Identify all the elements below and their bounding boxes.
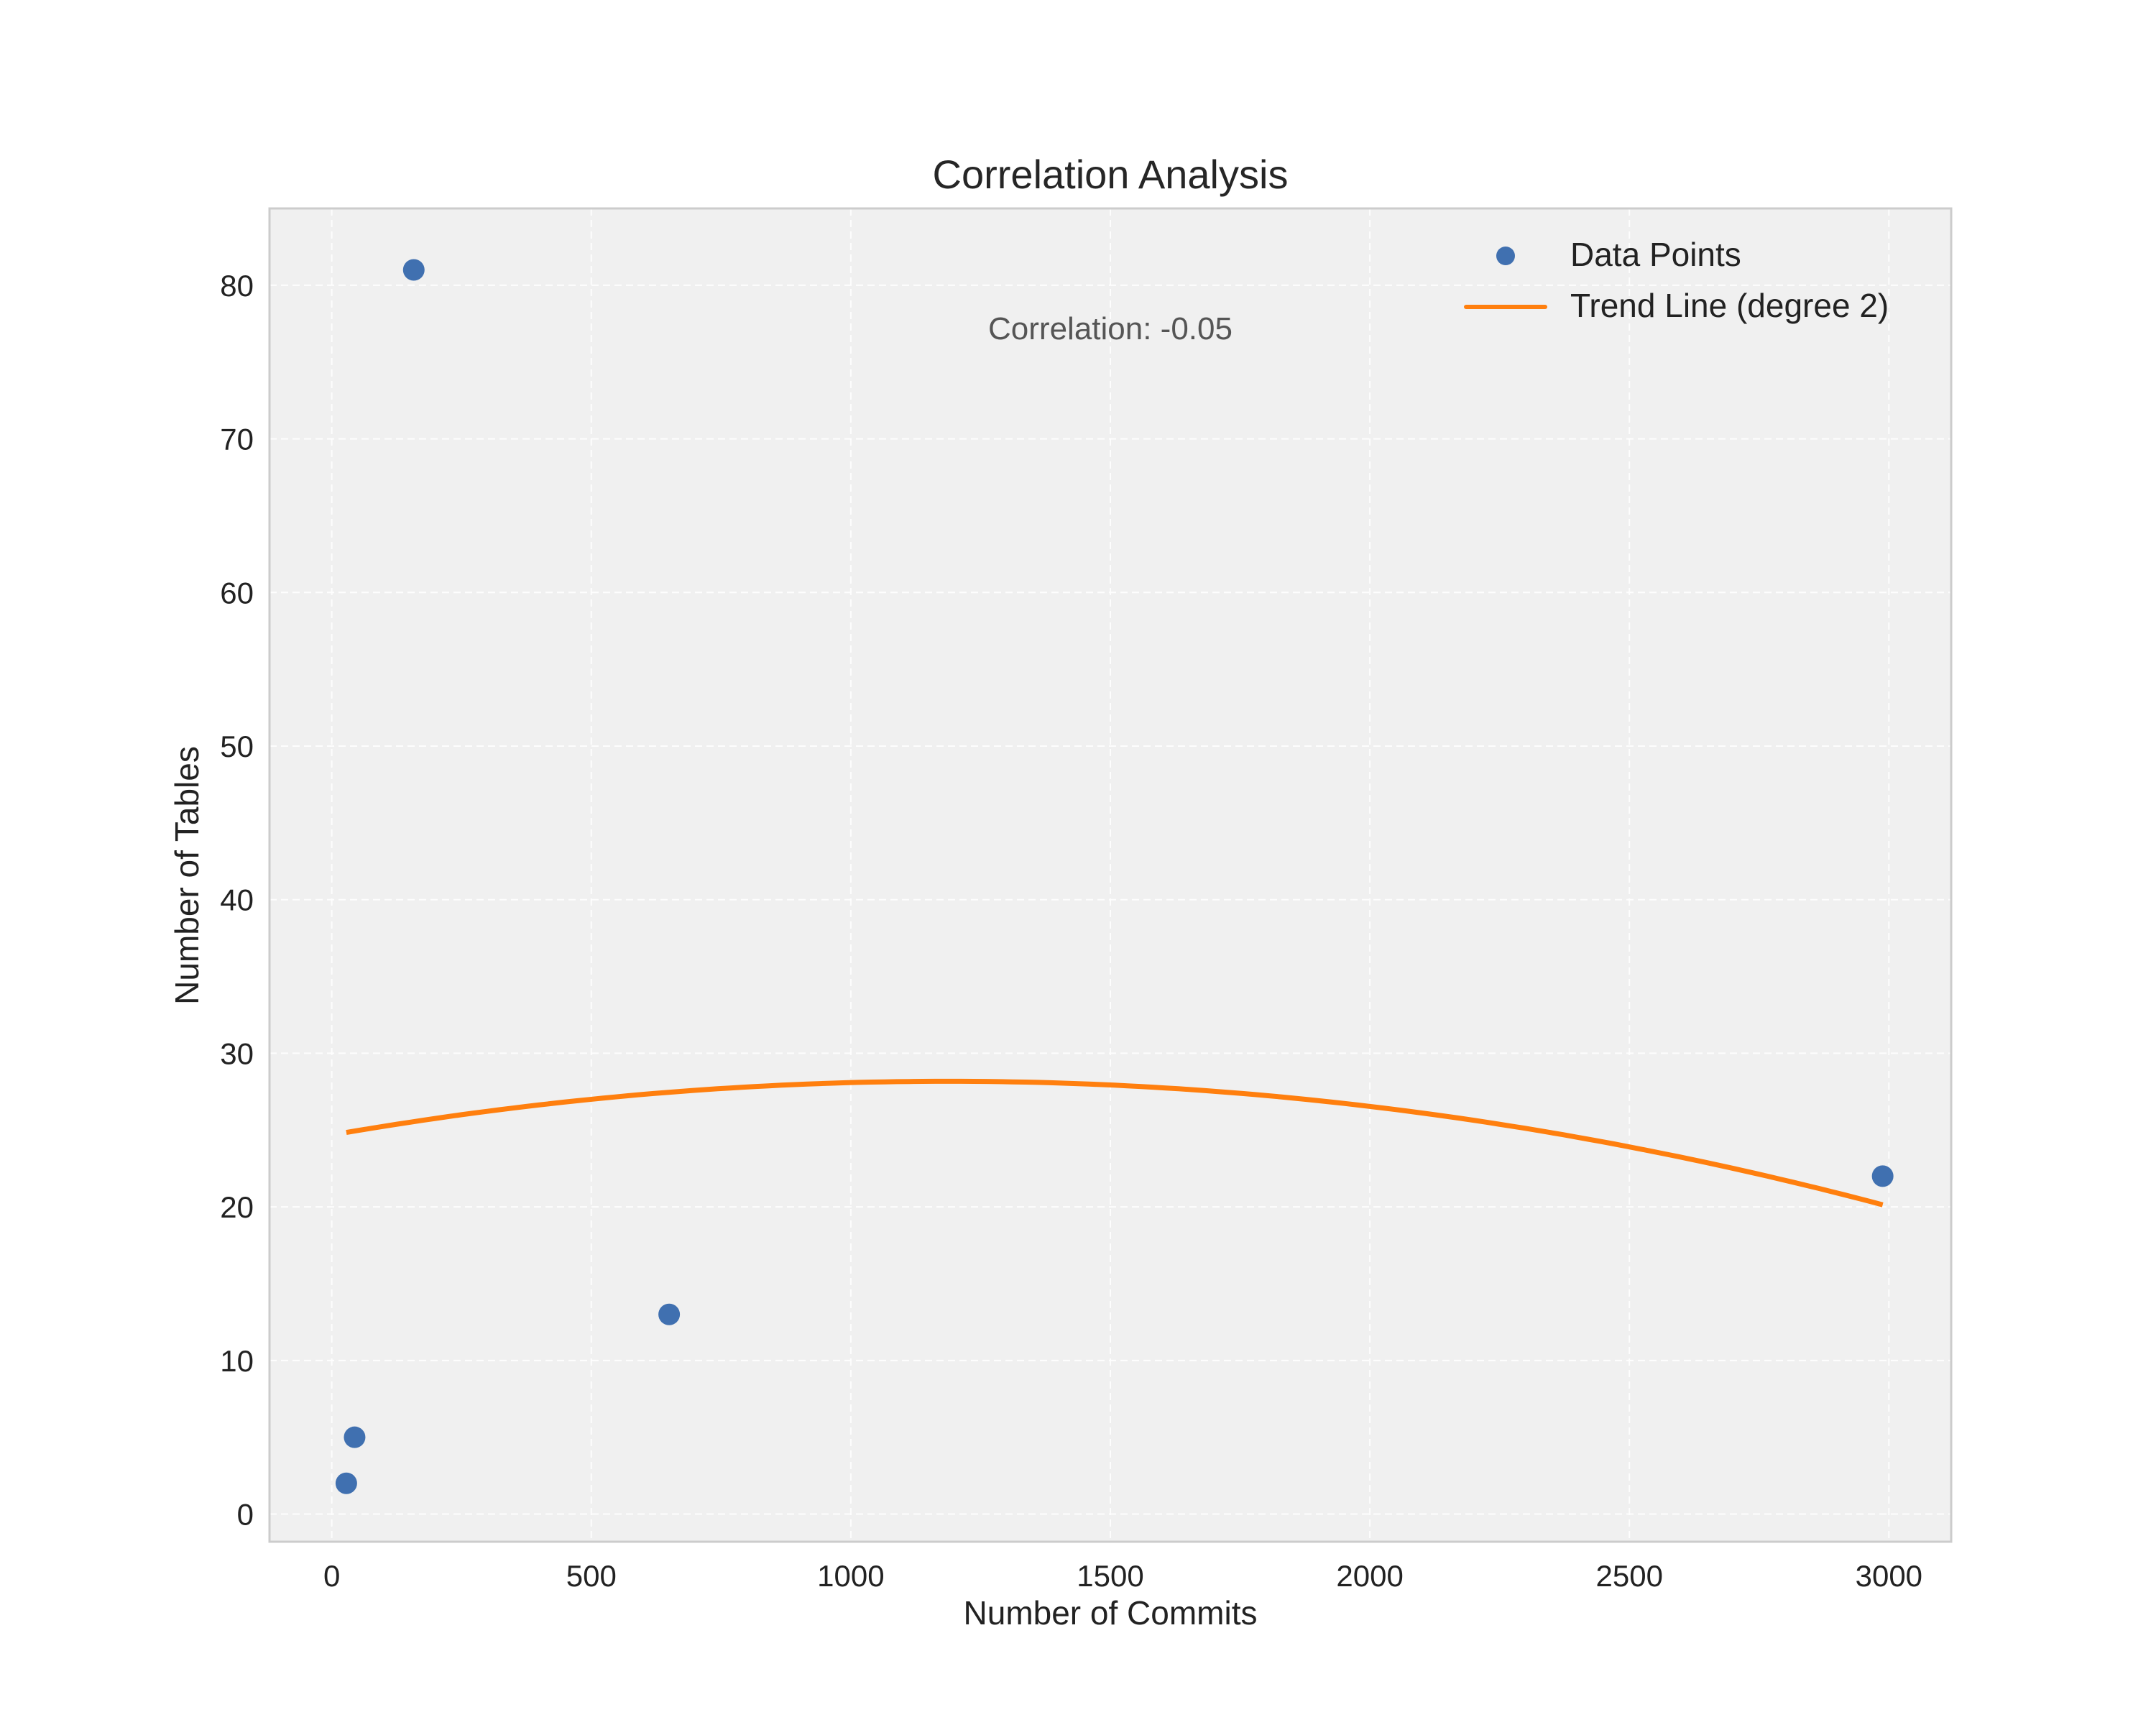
chart-title: Correlation Analysis <box>933 152 1289 197</box>
x-tick-label: 1500 <box>1077 1559 1143 1593</box>
grid <box>270 208 1951 1542</box>
data-point <box>658 1303 681 1325</box>
trend-layer <box>346 1078 1884 1208</box>
x-tick-label: 1000 <box>817 1559 884 1593</box>
x-tick-label: 500 <box>566 1559 617 1593</box>
legend: Data Points Trend Line (degree 2) <box>1464 236 1889 324</box>
data-point <box>335 1472 357 1494</box>
trend-line <box>346 1078 1884 1208</box>
points-layer <box>335 259 1894 1494</box>
y-tick-label: 80 <box>220 269 254 303</box>
y-tick-label: 40 <box>220 883 254 917</box>
x-tick-label: 2500 <box>1596 1559 1663 1593</box>
x-tick-label: 3000 <box>1856 1559 1922 1593</box>
y-tick-label: 50 <box>220 730 254 763</box>
legend-marker-data-points <box>1496 247 1515 265</box>
y-tick-label: 20 <box>220 1190 254 1224</box>
legend-label-data-points: Data Points <box>1570 236 1741 273</box>
y-tick-label: 10 <box>220 1344 254 1378</box>
y-tick-label: 60 <box>220 576 254 610</box>
y-tick-label: 30 <box>220 1036 254 1070</box>
legend-label-trend-line: Trend Line (degree 2) <box>1570 287 1889 324</box>
x-tick-label: 0 <box>323 1559 340 1593</box>
y-ticks: 0 10 20 30 40 50 60 70 80 <box>220 269 254 1532</box>
x-ticks: 0 500 1000 1500 2000 2500 3000 <box>323 1559 1922 1593</box>
x-tick-label: 2000 <box>1336 1559 1403 1593</box>
y-tick-label: 0 <box>237 1498 254 1532</box>
correlation-annotation: Correlation: -0.05 <box>988 311 1233 346</box>
data-point <box>402 259 425 281</box>
data-point <box>344 1426 366 1448</box>
y-axis-label: Number of Tables <box>168 746 206 1005</box>
plot-frame <box>268 207 1953 1543</box>
data-point <box>1871 1165 1894 1187</box>
y-tick-label: 70 <box>220 423 254 456</box>
x-axis-label: Number of Commits <box>964 1594 1258 1632</box>
